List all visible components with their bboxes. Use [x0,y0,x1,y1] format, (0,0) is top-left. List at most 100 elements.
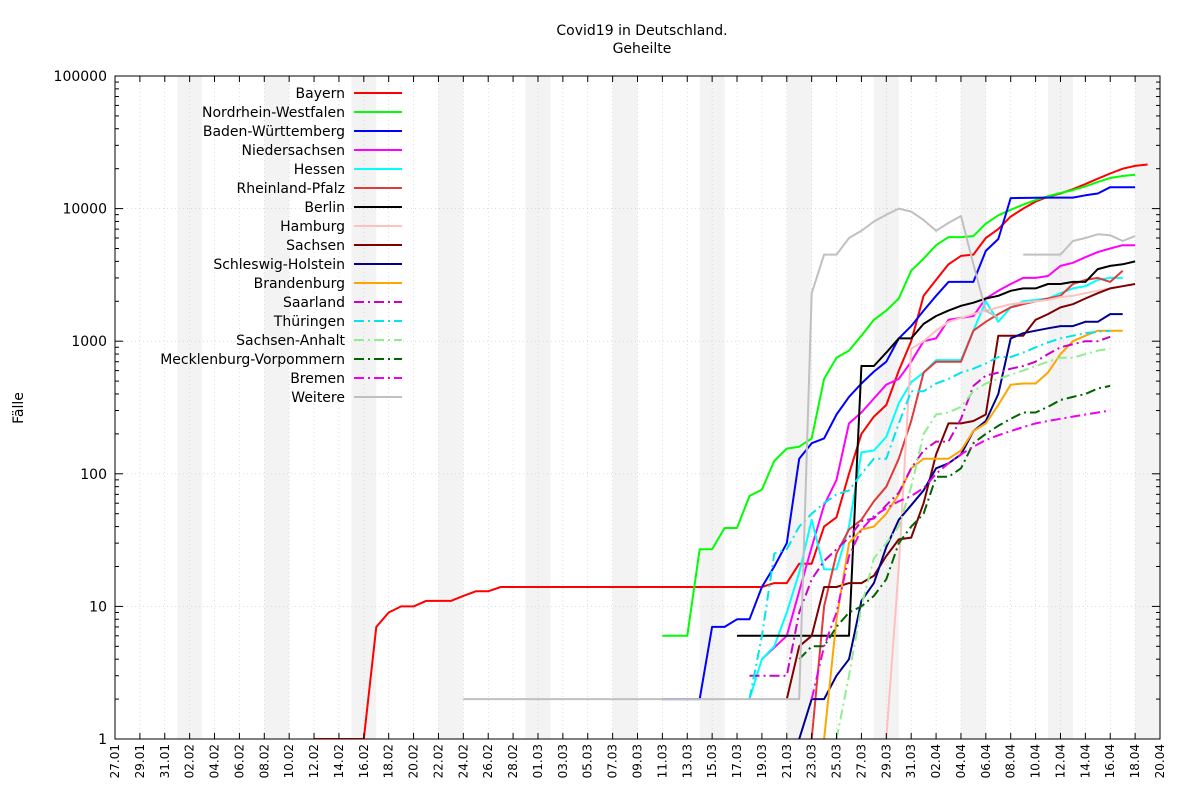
x-tick-label: 29.03 [879,744,893,778]
x-tick-label: 02.04 [929,744,943,778]
x-tick-label: 26.02 [481,744,495,778]
legend-label: Hamburg [280,219,345,235]
x-tick-label: 18.04 [1128,744,1142,778]
x-tick-label: 02.02 [183,744,197,778]
x-tick-label: 22.02 [431,744,445,778]
legend-label: Nordrhein-Westfalen [202,105,345,121]
weekend-band [960,76,986,739]
legend-label: Baden-Württemberg [203,124,345,140]
x-tick-label: 01.03 [531,744,545,778]
x-tick-label: 09.03 [631,744,645,778]
chart-title: Covid19 in Deutschland. [556,23,727,39]
y-tick-label: 100 [80,467,107,483]
legend-label: Sachsen [286,238,345,254]
weekend-band [873,76,899,739]
x-tick-label: 14.02 [332,744,346,778]
weekend-band [1048,76,1073,739]
legend-label: Saarland [283,295,345,311]
x-tick-label: 16.02 [357,744,371,778]
series-line-hessen [748,276,1123,700]
series-line-baden-w-rttemberg [662,186,1136,701]
series-line-th-ringen [748,329,1111,700]
weekend-band [351,76,377,739]
x-tick-label: 17.03 [730,744,744,778]
series-line-weitere [1023,233,1136,256]
legend-label: Bremen [290,371,345,387]
series-line-berlin [737,260,1136,637]
legend-label: Schleswig-Holstein [213,257,345,273]
legend-label: Mecklenburg-Vorpommern [160,352,345,368]
series-line-hamburg [885,285,1123,739]
x-tick-label: 25.03 [830,744,844,778]
weekend-band [177,76,203,739]
series-line-niedersachsen [761,244,1136,660]
y-tick-label: 1 [98,732,107,748]
series-line-brandenburg [823,329,1123,739]
x-tick-label: 04.04 [954,744,968,778]
legend-label: Rheinland-Pfalz [237,181,345,197]
series-line-sachsen [785,283,1136,700]
grid-lines [115,76,1160,739]
legend-label: Niedersachsen [242,143,345,159]
x-tick-label: 20.04 [1153,744,1167,778]
x-tick-label: 12.04 [1053,744,1067,778]
x-axis: 27.01 29.01 31.01 02.02 04.02 06.02 08.02 10.02… [108,76,1167,778]
x-tick-label: 11.03 [655,744,669,778]
x-tick-label: 06.02 [232,744,246,778]
legend-label: Hessen [294,162,345,178]
x-tick-label: 12.02 [307,744,321,778]
series-line-weitere [463,207,999,701]
y-tick-label: 100000 [54,69,107,85]
x-tick-label: 07.03 [606,744,620,778]
x-tick-label: 31.03 [904,744,918,778]
x-tick-label: 15.03 [705,744,719,778]
x-tick-label: 23.03 [805,744,819,778]
y-axis-label: Fälle [11,392,27,424]
x-tick-label: 03.03 [556,744,570,778]
weekend-band [699,76,725,739]
x-tick-label: 04.02 [208,744,222,778]
chart-subtitle: Geheilte [613,41,672,57]
x-tick-label: 27.01 [108,744,122,778]
x-tick-label: 27.03 [854,744,868,778]
x-tick-label: 24.02 [456,744,470,778]
x-tick-label: 20.02 [407,744,421,778]
legend-label: Thüringen [273,314,345,330]
x-tick-label: 28.02 [506,744,520,778]
weekend-band [264,76,290,739]
y-tick-label: 10 [89,599,107,615]
weekend-band [525,76,551,739]
x-tick-label: 16.04 [1103,744,1117,778]
legend-label: Sachsen-Anhalt [236,333,345,349]
legend-label: Berlin [304,200,345,216]
x-tick-label: 08.04 [1004,744,1018,778]
x-tick-label: 18.02 [382,744,396,778]
series-line-sachsen-anhalt [835,347,1111,739]
series-lines [314,163,1148,739]
series-line-rheinland-pfalz [810,269,1124,739]
x-tick-label: 21.03 [780,744,794,778]
legend-label: Brandenburg [254,276,345,292]
x-tick-label: 19.03 [755,744,769,778]
weekend-band [1135,76,1160,739]
x-tick-label: 10.02 [282,744,296,778]
legend: Bayern Nordrhein-Westfalen Baden-Württembe… [160,86,402,406]
x-tick-label: 14.04 [1078,744,1092,778]
series-line-nordrhein-westfalen [662,173,1136,637]
weekend-band [612,76,638,739]
x-tick-label: 29.01 [133,744,147,778]
legend-label: Bayern [296,86,345,102]
series-line-saarland [749,335,1111,677]
series-line-schleswig-holstein [798,313,1123,739]
y-axis: 1 10 100 1000 10000 100000 [54,69,1160,748]
x-tick-label: 06.04 [979,744,993,778]
weekend-band [438,76,464,739]
x-tick-label: 10.04 [1029,744,1043,778]
x-tick-label: 08.02 [257,744,271,778]
y-tick-label: 1000 [71,334,107,350]
series-line-mecklenburg-vorpommern [798,384,1111,660]
x-tick-label: 31.01 [158,744,172,778]
series-line-bremen [810,409,1111,700]
